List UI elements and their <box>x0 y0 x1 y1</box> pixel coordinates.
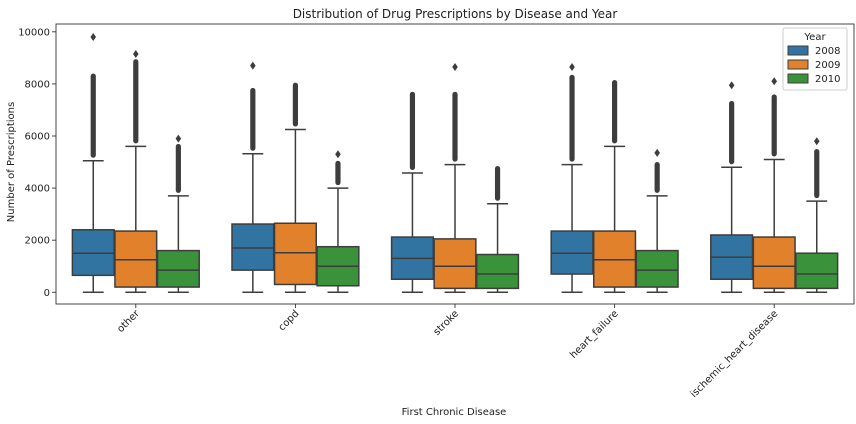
y-tick-label: 6000 <box>25 132 50 143</box>
outlier-band <box>133 59 139 144</box>
outlier-point <box>335 150 341 159</box>
box-other-2010 <box>156 134 200 294</box>
box-iqr <box>433 238 477 290</box>
box-heart_failure-2010 <box>635 148 679 294</box>
y-tick-label: 0 <box>44 288 50 299</box>
outlier-band <box>814 149 820 199</box>
outlier-point <box>569 62 575 71</box>
outlier-band <box>569 74 575 162</box>
box-iqr <box>273 222 318 286</box>
legend: Year 2008 2009 2010 <box>782 27 848 91</box>
box-other-2008 <box>71 33 115 294</box>
outlier-point <box>654 148 660 157</box>
box-stroke-2008 <box>390 91 435 294</box>
box-heart_failure-2008 <box>550 62 594 294</box>
outlier-point <box>452 62 458 71</box>
legend-label: 2009 <box>815 60 840 71</box>
box-copd-2009 <box>273 82 318 294</box>
x-axis-title: First Chronic Disease <box>402 407 507 418</box>
outlier-band <box>729 100 735 165</box>
outlier-band <box>175 143 181 193</box>
box-stroke-2010 <box>475 165 520 294</box>
outlier-point <box>175 134 182 143</box>
x-tick-label: heart_failure <box>568 308 621 361</box>
x-tick-label: copd <box>277 308 302 333</box>
outlier-band <box>612 80 618 144</box>
y-tick-label: 2000 <box>25 236 50 247</box>
legend-label: 2008 <box>815 46 840 57</box>
outlier-band <box>494 165 501 201</box>
box-iqr <box>475 253 520 290</box>
outlier-band <box>292 82 298 127</box>
x-tick-label: stroke <box>432 308 462 338</box>
outlier-band <box>409 91 416 170</box>
box-ischemic_heart_disease-2009 <box>752 77 796 294</box>
box-ischemic_heart_disease-2010 <box>795 137 839 294</box>
chart-title: Distribution of Drug Prescriptions by Di… <box>293 7 618 21</box>
legend-swatch <box>787 59 809 70</box>
outlier-point <box>133 49 139 58</box>
box-other-2009 <box>114 49 158 294</box>
outlier-point <box>771 77 777 86</box>
x-tick-label: ischemic_heart_disease <box>689 308 781 400</box>
box-iqr <box>795 252 839 290</box>
y-tick-label: 8000 <box>25 79 50 90</box>
legend-swatch <box>787 45 809 56</box>
y-tick-label: 10000 <box>18 27 50 38</box>
box-iqr <box>231 223 275 271</box>
box-iqr <box>752 236 796 290</box>
y-axis-title: Number of Prescriptions <box>6 102 17 222</box>
outlier-band <box>654 162 660 193</box>
outlier-point <box>250 61 256 70</box>
box-heart_failure-2009 <box>592 80 637 294</box>
outlier-band <box>90 73 96 158</box>
plot-area: 0 2000 4000 6000 8000 10000 other copd stroke hea… <box>18 23 855 400</box>
box-ischemic_heart_disease-2008 <box>710 81 754 294</box>
y-tick-label: 4000 <box>25 184 50 195</box>
box-iqr <box>156 249 200 288</box>
box-stroke-2009 <box>433 62 477 294</box>
outlier-point <box>813 137 820 146</box>
outlier-band <box>452 91 458 162</box>
outlier-band <box>771 94 777 157</box>
box-copd-2010 <box>316 150 360 294</box>
outlier-band <box>335 160 341 186</box>
legend-label: 2010 <box>815 74 840 85</box>
legend-title: Year <box>803 32 826 43</box>
box-iqr <box>635 249 679 288</box>
outlier-point <box>728 81 735 90</box>
legend-items: 2008 2009 2010 <box>787 45 840 85</box>
legend-swatch <box>787 73 809 84</box>
outlier-band <box>250 87 256 151</box>
x-tick-label: other <box>115 308 142 335</box>
box-copd-2008 <box>231 61 275 294</box>
outlier-point <box>90 33 97 42</box>
